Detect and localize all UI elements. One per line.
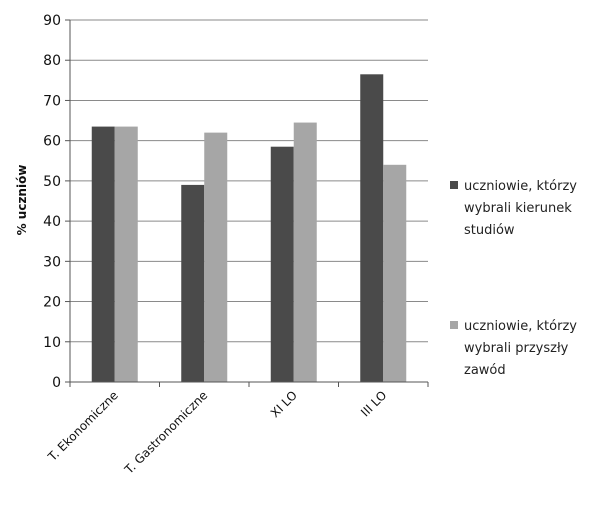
y-tick-label-60: 60 <box>43 134 61 150</box>
bar-series2-t-ekonomiczne <box>114 126 138 382</box>
y-tick-label-50: 50 <box>43 174 61 190</box>
y-tick-label-90: 90 <box>43 13 61 29</box>
x-tick-label: III LO <box>358 388 389 419</box>
bar-series1-xi-lo <box>270 146 294 382</box>
x-tick-label: T. Gastronomiczne <box>121 388 210 477</box>
legend: uczniowie, którzy wybrali kierunek studiów… <box>450 179 577 378</box>
legend-label: uczniowie, którzy <box>464 179 577 194</box>
bar-series2-iii-lo <box>383 164 407 382</box>
legend-label: wybrali przyszły <box>464 341 569 356</box>
legend-label: zawód <box>464 363 506 378</box>
x-tick-labels: T. Ekonomiczne T. Gastronomiczne XI LO III … <box>45 388 390 477</box>
y-axis-label-group: % uczniów <box>15 165 29 236</box>
bar-series2-t-gastronomiczne <box>204 132 228 382</box>
legend-label: uczniowie, którzy <box>464 319 577 334</box>
bars <box>91 74 407 383</box>
bar-series1-iii-lo <box>360 74 384 383</box>
axes <box>65 19 429 387</box>
bar-series1-t-gastronomiczne <box>181 184 205 382</box>
legend-swatch-2 <box>450 321 458 329</box>
y-axis-label: % uczniów <box>15 165 29 236</box>
y-tick-labels: 0 10 20 30 40 50 60 70 80 90 <box>43 13 61 391</box>
y-tick-label-30: 30 <box>43 254 61 270</box>
bar-series2-xi-lo <box>293 122 317 383</box>
legend-label: wybrali kierunek <box>464 201 572 216</box>
y-tick-label-10: 10 <box>43 335 61 351</box>
y-tick-label-80: 80 <box>43 53 61 69</box>
x-tick-label: T. Ekonomiczne <box>45 388 121 464</box>
legend-label: studiów <box>464 223 515 238</box>
bar-series1-t-ekonomiczne <box>91 126 115 382</box>
y-tick-label-0: 0 <box>52 375 61 391</box>
y-tick-label-20: 20 <box>43 295 61 311</box>
y-tick-label-70: 70 <box>43 93 61 109</box>
legend-swatch-1 <box>450 181 458 189</box>
y-tick-label-40: 40 <box>43 214 61 230</box>
x-tick-label: XI LO <box>268 388 300 420</box>
